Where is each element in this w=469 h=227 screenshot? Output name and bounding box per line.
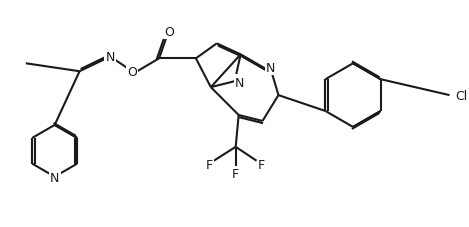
Text: O: O [164,26,174,39]
Text: F: F [232,168,239,180]
Text: Cl: Cl [455,89,468,102]
Text: F: F [205,158,212,171]
Text: F: F [258,158,265,171]
Text: N: N [235,76,244,89]
Text: N: N [50,171,60,184]
Text: N: N [106,51,115,64]
Text: O: O [127,65,137,78]
Text: N: N [266,62,275,74]
